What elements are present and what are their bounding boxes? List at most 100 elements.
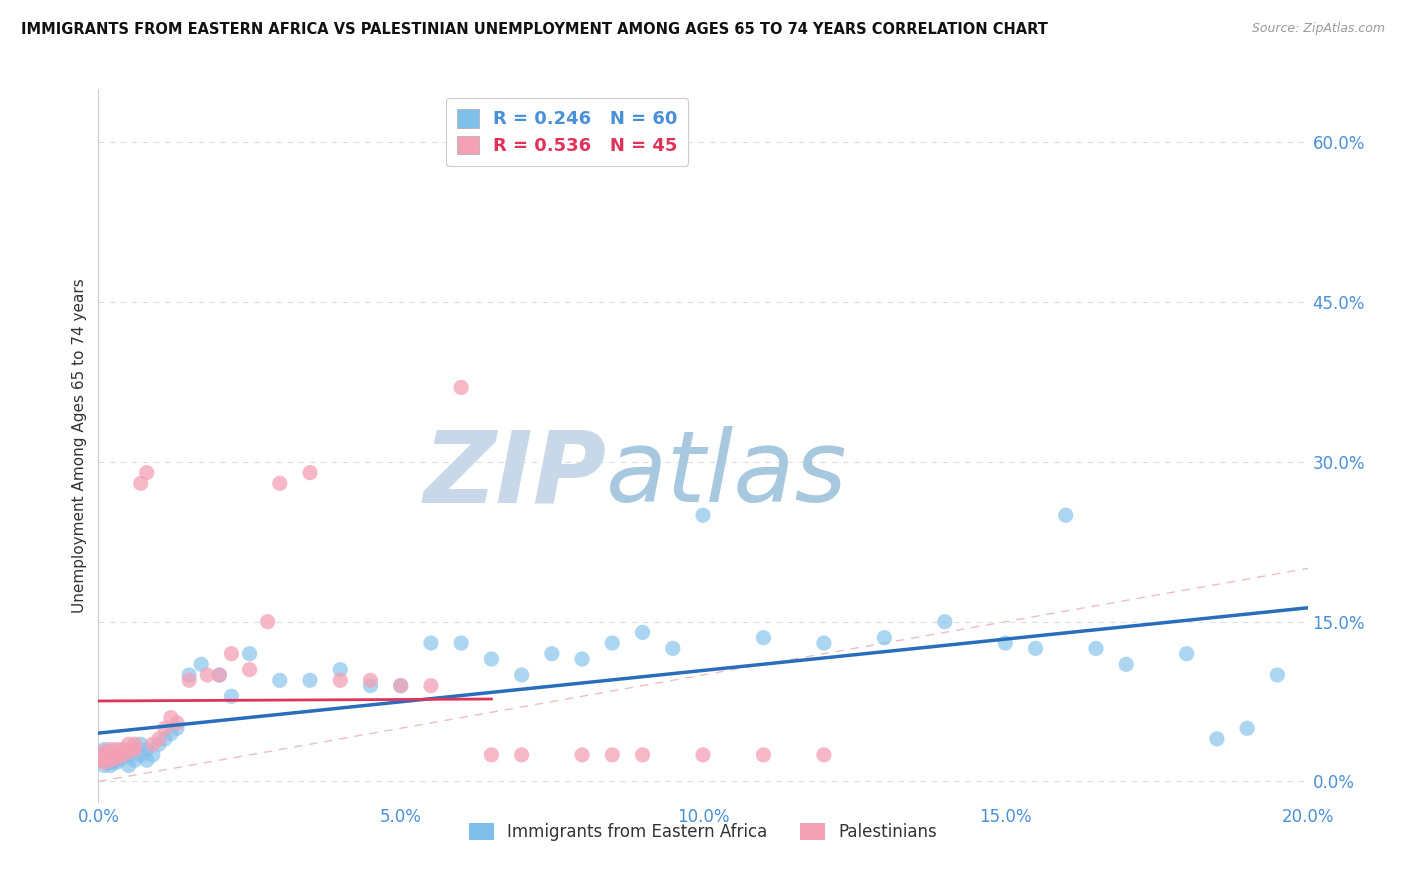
Point <box>389 679 412 693</box>
Point <box>148 737 170 751</box>
Point <box>389 679 412 693</box>
Point <box>105 747 128 762</box>
Point <box>87 753 110 767</box>
Point <box>269 673 291 688</box>
Text: IMMIGRANTS FROM EASTERN AFRICA VS PALESTINIAN UNEMPLOYMENT AMONG AGES 65 TO 74 Y: IMMIGRANTS FROM EASTERN AFRICA VS PALEST… <box>21 22 1047 37</box>
Point <box>571 652 593 666</box>
Point <box>1175 647 1198 661</box>
Point <box>994 636 1017 650</box>
Point <box>329 673 352 688</box>
Point <box>142 747 165 762</box>
Point <box>100 753 122 767</box>
Point <box>208 668 231 682</box>
Point <box>179 668 201 682</box>
Text: Source: ZipAtlas.com: Source: ZipAtlas.com <box>1251 22 1385 36</box>
Text: ZIP: ZIP <box>423 426 606 523</box>
Point <box>1024 641 1046 656</box>
Point <box>481 747 503 762</box>
Point <box>692 508 714 523</box>
Point <box>256 615 278 629</box>
Point <box>602 747 624 762</box>
Point <box>111 742 134 756</box>
Point <box>571 747 593 762</box>
Point <box>631 747 654 762</box>
Point <box>118 747 141 762</box>
Text: atlas: atlas <box>606 426 848 523</box>
Point <box>208 668 231 682</box>
Point <box>299 673 322 688</box>
Point <box>87 753 110 767</box>
Point <box>329 663 352 677</box>
Point <box>100 756 122 770</box>
Point <box>105 747 128 762</box>
Point <box>129 747 152 762</box>
Point <box>153 721 176 735</box>
Point <box>105 742 128 756</box>
Point <box>510 747 533 762</box>
Point <box>111 747 134 762</box>
Point <box>1267 668 1289 682</box>
Point <box>118 745 141 759</box>
Point <box>510 668 533 682</box>
Point <box>105 753 128 767</box>
Point <box>135 753 157 767</box>
Point <box>269 476 291 491</box>
Point <box>135 742 157 756</box>
Point <box>160 710 183 724</box>
Point <box>93 745 115 759</box>
Point <box>420 636 443 650</box>
Point <box>93 747 115 762</box>
Point <box>129 476 152 491</box>
Point <box>93 753 115 767</box>
Point <box>1206 731 1229 746</box>
Point <box>93 742 115 756</box>
Point <box>124 737 146 751</box>
Legend: Immigrants from Eastern Africa, Palestinians: Immigrants from Eastern Africa, Palestin… <box>461 816 945 848</box>
Point <box>873 631 896 645</box>
Point <box>299 466 322 480</box>
Point <box>360 673 382 688</box>
Point <box>100 742 122 756</box>
Point <box>813 636 835 650</box>
Y-axis label: Unemployment Among Ages 65 to 74 years: Unemployment Among Ages 65 to 74 years <box>72 278 87 614</box>
Point <box>166 721 188 735</box>
Point <box>481 652 503 666</box>
Point <box>93 751 115 765</box>
Point <box>105 756 128 770</box>
Point <box>934 615 956 629</box>
Point <box>179 673 201 688</box>
Point <box>111 742 134 756</box>
Point <box>166 715 188 730</box>
Point <box>124 742 146 756</box>
Point <box>540 647 562 661</box>
Point <box>93 747 115 762</box>
Point <box>118 737 141 751</box>
Point <box>450 636 472 650</box>
Point <box>1236 721 1258 735</box>
Point <box>153 731 176 746</box>
Point <box>1085 641 1108 656</box>
Point <box>100 747 122 762</box>
Point <box>142 737 165 751</box>
Point <box>111 751 134 765</box>
Point <box>124 753 146 767</box>
Point <box>124 742 146 756</box>
Point <box>93 758 115 772</box>
Point <box>221 647 243 661</box>
Point <box>118 758 141 772</box>
Point <box>450 380 472 394</box>
Point <box>135 466 157 480</box>
Point <box>105 751 128 765</box>
Point <box>239 647 262 661</box>
Point <box>631 625 654 640</box>
Point <box>129 737 152 751</box>
Point <box>100 758 122 772</box>
Point <box>239 663 262 677</box>
Point <box>661 641 683 656</box>
Point <box>93 756 115 770</box>
Point <box>752 747 775 762</box>
Point <box>1054 508 1077 523</box>
Point <box>420 679 443 693</box>
Point <box>148 731 170 746</box>
Point <box>1115 657 1137 672</box>
